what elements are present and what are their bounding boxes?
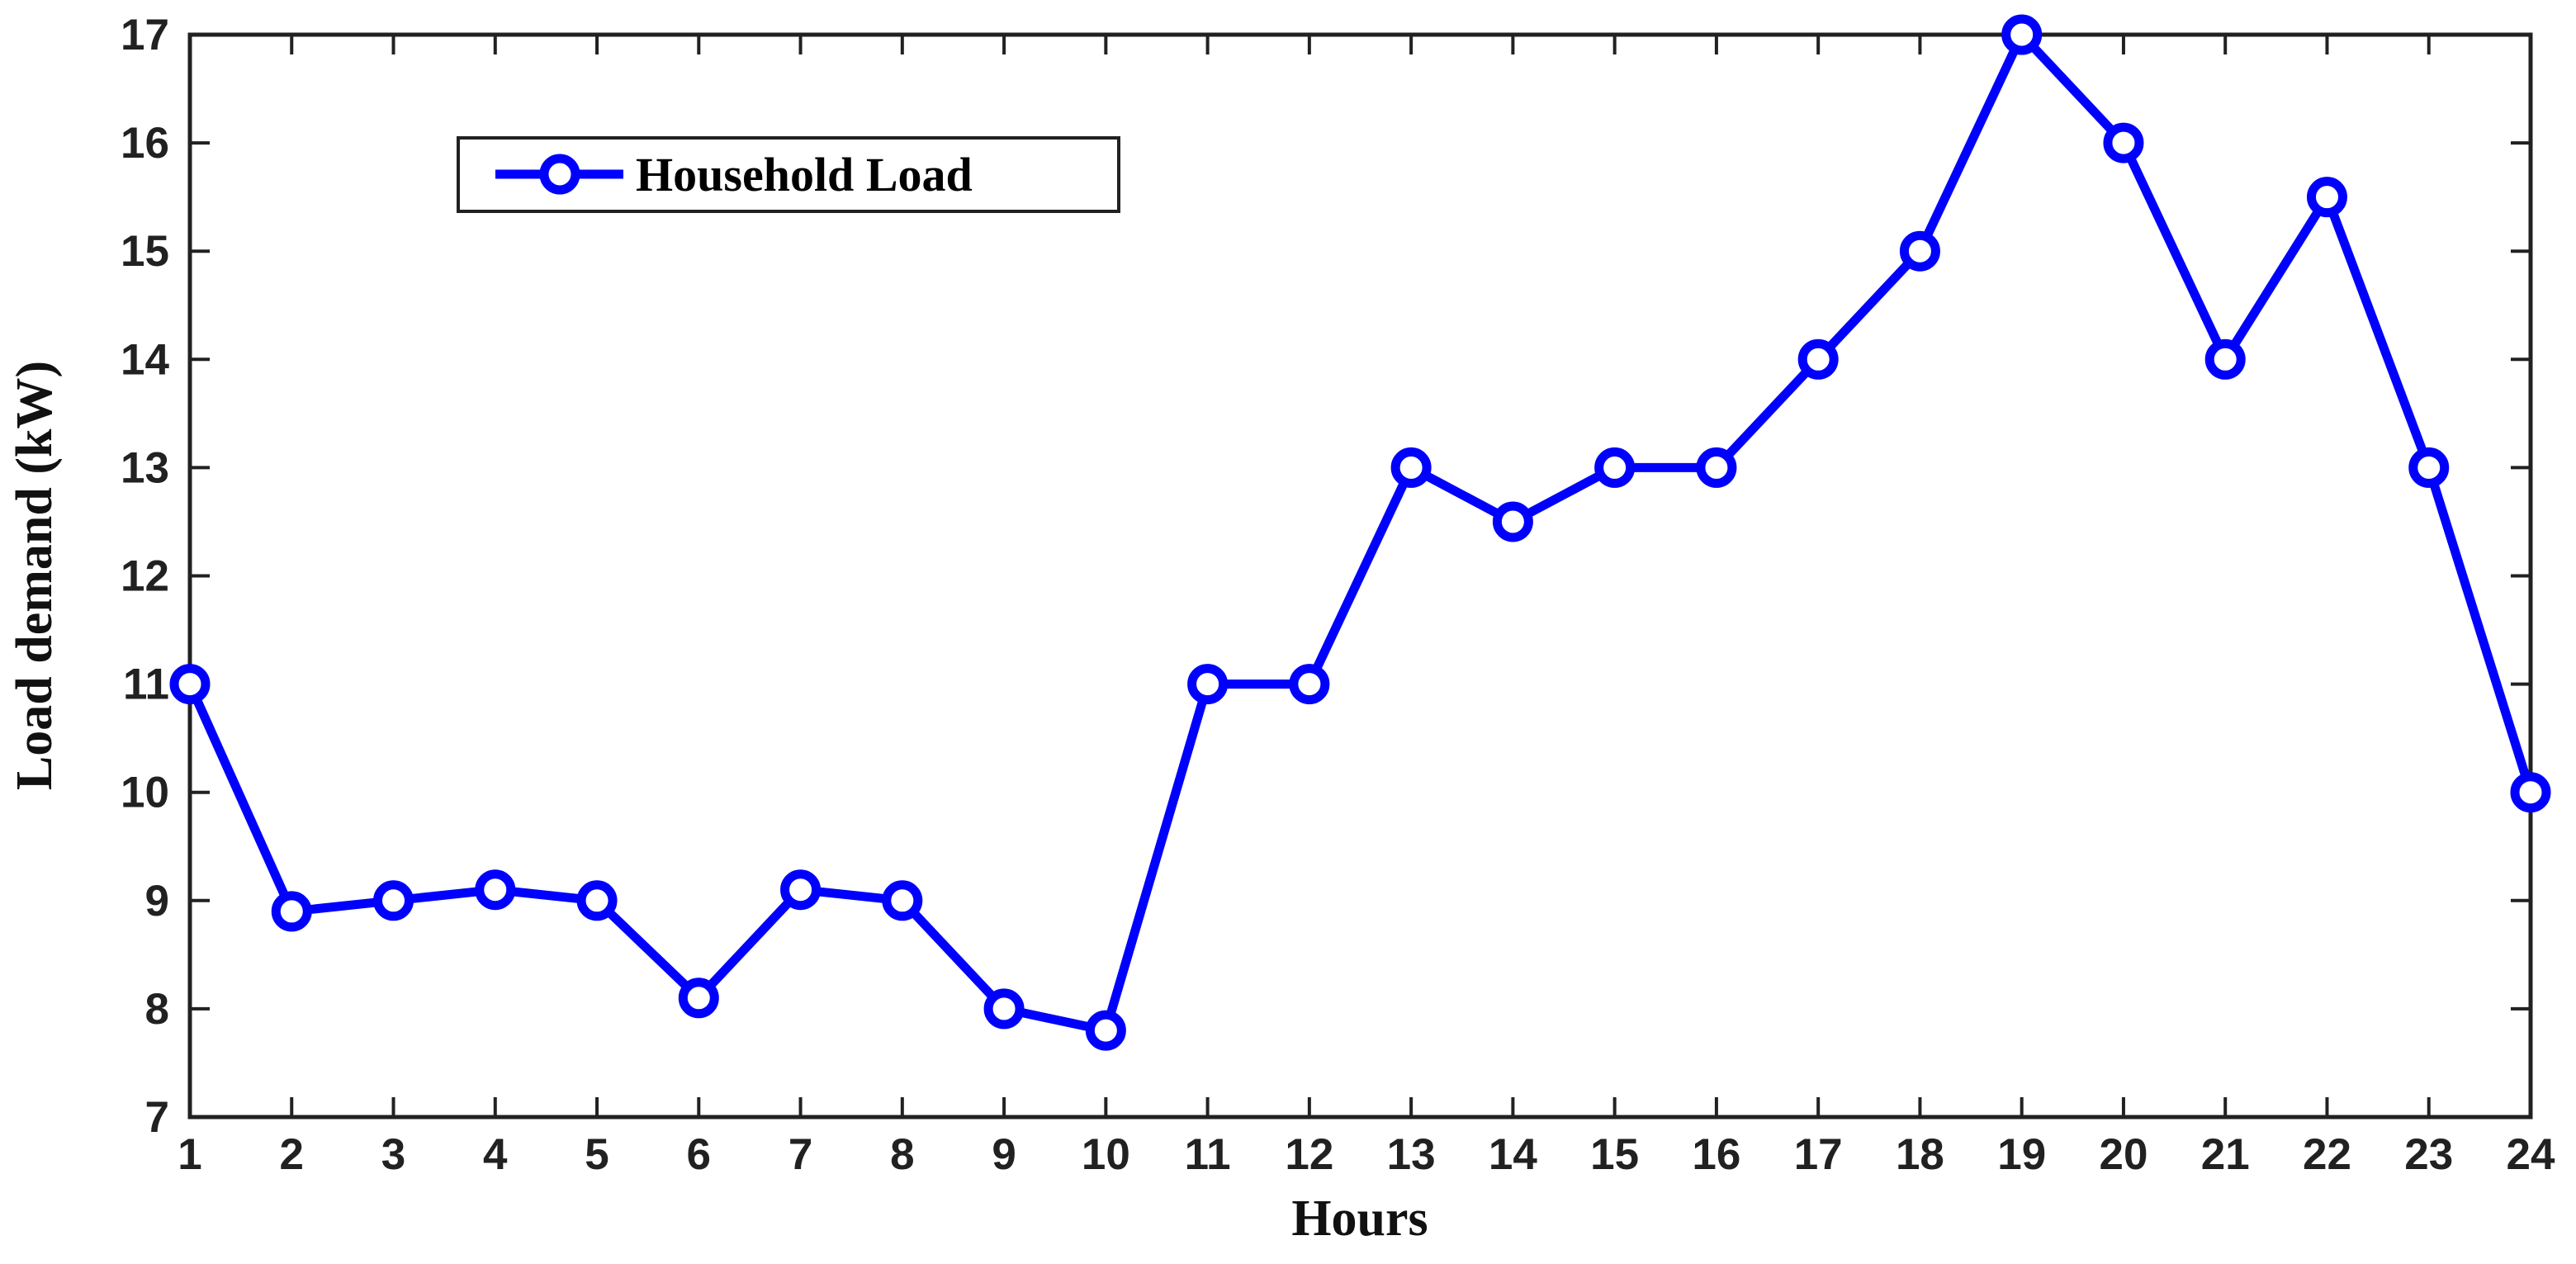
x-tick-label: 6 <box>687 1130 711 1179</box>
x-tick-label: 9 <box>992 1130 1016 1179</box>
legend: Household Load <box>457 136 1120 213</box>
axes-frame <box>187 32 2533 1120</box>
y-tick-labels: 7 8 9 10 11 12 13 14 15 16 17 <box>121 11 169 1142</box>
x-tick-label: 20 <box>2099 1130 2147 1179</box>
y-tick-label: 8 <box>145 985 169 1034</box>
y-tick-label: 15 <box>121 227 169 276</box>
legend-marker-sample <box>539 154 580 195</box>
x-tick-label: 17 <box>1794 1130 1843 1179</box>
x-tick-label: 18 <box>1896 1130 1944 1179</box>
axes-box <box>187 32 2533 1120</box>
x-tick-label: 13 <box>1387 1130 1436 1179</box>
data-point-marker <box>1899 230 1940 272</box>
data-point-marker <box>373 880 414 921</box>
data-point-marker <box>1594 447 1636 488</box>
x-tick-label: 7 <box>788 1130 812 1179</box>
y-axis-label: Load demand (kW) <box>7 361 63 790</box>
x-tick-label: 23 <box>2404 1130 2453 1179</box>
y-tick-label: 11 <box>123 660 169 709</box>
data-point-marker <box>2103 122 2144 163</box>
data-point-marker <box>678 978 719 1019</box>
x-tick-label: 5 <box>585 1130 608 1179</box>
x-tick-label: 4 <box>483 1130 508 1179</box>
x-tick-label: 22 <box>2303 1130 2351 1179</box>
data-point-marker <box>2510 772 2551 813</box>
x-tick-label: 8 <box>890 1130 914 1179</box>
y-tick-label: 17 <box>121 11 169 59</box>
y-tick-label: 12 <box>121 552 169 601</box>
data-point-marker <box>1797 338 1839 380</box>
y-tick-label: 14 <box>121 335 169 384</box>
y-tick-label: 16 <box>121 119 169 168</box>
data-point-marker <box>169 664 211 705</box>
x-tick-label: 16 <box>1692 1130 1740 1179</box>
data-point-marker <box>1289 664 1330 705</box>
x-tick-label: 19 <box>1997 1130 2046 1179</box>
y-tick-label: 10 <box>121 769 169 817</box>
data-point-marker <box>576 880 618 921</box>
x-tick-label: 14 <box>1489 1130 1537 1179</box>
data-point-marker <box>1085 1010 1126 1051</box>
legend-label: Household Load <box>636 148 973 201</box>
x-tick-label: 1 <box>178 1130 201 1179</box>
data-point-marker <box>2204 338 2246 380</box>
data-point-marker <box>475 869 516 911</box>
data-point-marker <box>882 880 923 921</box>
data-point-marker <box>983 988 1025 1030</box>
x-tick-labels: 1 2 3 4 5 6 7 8 9 10 11 12 13 14 15 16 17 18 19 20 21 22 23 24 <box>178 1130 2555 1179</box>
y-tick-label: 13 <box>121 443 169 492</box>
data-point-marker <box>2306 177 2347 218</box>
x-tick-label: 10 <box>1082 1130 1130 1179</box>
data-point-marker <box>1390 447 1432 488</box>
x-axis-label: Hours <box>1291 1191 1428 1247</box>
data-point-marker <box>1187 664 1229 705</box>
data-point-marker <box>271 891 312 932</box>
data-point-marker <box>2001 14 2043 55</box>
data-point-marker <box>1696 447 1737 488</box>
data-point-marker <box>780 869 822 911</box>
data-point-marker <box>2408 447 2450 488</box>
x-tick-label: 2 <box>280 1130 304 1179</box>
x-tick-label: 21 <box>2201 1130 2250 1179</box>
x-tick-label: 12 <box>1285 1130 1333 1179</box>
y-tick-label: 9 <box>145 877 169 926</box>
data-point-marker <box>1492 501 1533 542</box>
x-tick-label: 11 <box>1185 1130 1231 1179</box>
series-household-load <box>169 14 2551 1051</box>
x-tick-label: 24 <box>2507 1130 2555 1179</box>
x-tick-label: 3 <box>381 1130 405 1179</box>
x-tick-label: 15 <box>1590 1130 1639 1179</box>
y-tick-label: 7 <box>145 1093 169 1142</box>
